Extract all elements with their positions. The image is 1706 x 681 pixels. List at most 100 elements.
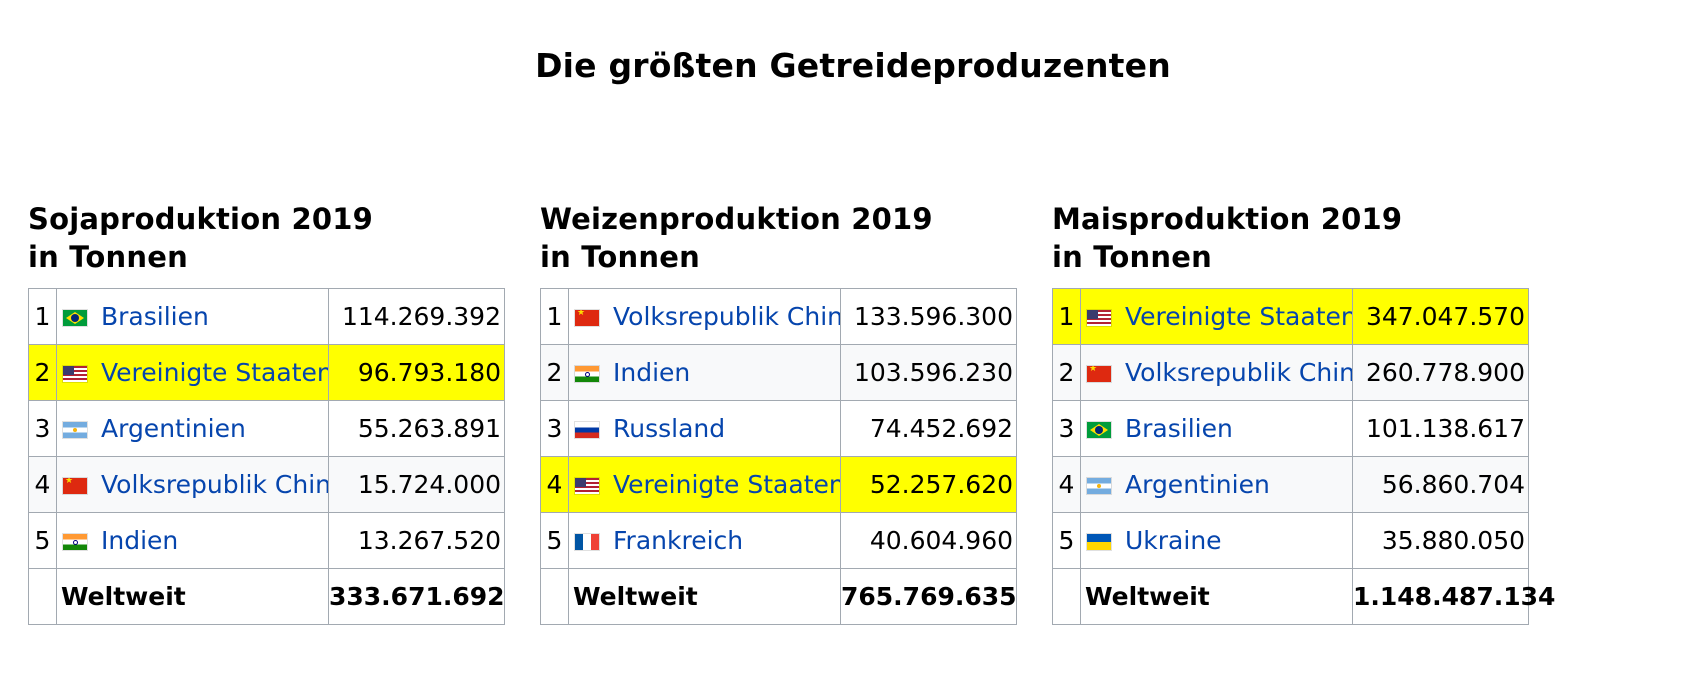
soybean-table-heading: Sojaproduktion 2019 in Tonnen [28,200,373,276]
country-cell: Brasilien [1080,400,1353,457]
total-label: Weltweit [568,568,841,625]
value-cell: 55.263.891 [328,400,505,457]
country-cell: Ukraine [1080,512,1353,569]
rank-cell: 5 [1052,512,1081,569]
table-row: 2 Vereinigte Staaten 96.793.180 [28,344,505,401]
rank-cell: 3 [28,400,57,457]
table-row: 3 Brasilien 101.138.617 [1052,400,1529,457]
total-label: Weltweit [56,568,329,625]
rank-cell: 2 [540,344,569,401]
country-link[interactable]: Volksrepublik China [101,470,329,499]
country-cell: Volksrepublik China [56,456,329,513]
country-link[interactable]: Frankreich [613,526,744,555]
table-row: 1 Brasilien 114.269.392 [28,288,505,345]
value-cell: 74.452.692 [840,400,1017,457]
table-row: 3 Argentinien 55.263.891 [28,400,505,457]
india-flag-icon [63,534,87,550]
heading-line-1: Maisproduktion 2019 [1052,202,1403,236]
value-cell: 260.778.900 [1352,344,1529,401]
value-cell: 101.138.617 [1352,400,1529,457]
country-link[interactable]: Russland [613,414,726,443]
china-flag-icon [63,478,87,494]
france-flag-icon [575,534,599,550]
value-cell: 40.604.960 [840,512,1017,569]
country-link[interactable]: Ukraine [1125,526,1222,555]
country-cell: Indien [568,344,841,401]
country-cell: Vereinigte Staaten [56,344,329,401]
country-link[interactable]: Brasilien [101,302,209,331]
rank-cell: 2 [28,344,57,401]
brazil-flag-icon [63,310,87,326]
ukraine-flag-icon [1087,534,1111,550]
country-link[interactable]: Indien [101,526,179,555]
rank-cell: 1 [540,288,569,345]
value-cell: 347.047.570 [1352,288,1529,345]
total-value: 765.769.635 [840,568,1017,625]
rank-cell: 2 [1052,344,1081,401]
total-value: 1.148.487.134 [1352,568,1555,625]
maize-table-heading: Maisproduktion 2019 in Tonnen [1052,200,1402,276]
rank-cell: 4 [28,456,57,513]
heading-line-1: Sojaproduktion 2019 [28,202,373,236]
wheat-production-panel: Weizenproduktion 2019 in Tonnen 1 Volksrepu… [540,200,1017,625]
country-cell: Vereinigte Staaten [1080,288,1353,345]
table-row: 4 Argentinien 56.860.704 [1052,456,1529,513]
country-link[interactable]: Vereinigte Staaten [1125,302,1353,331]
heading-line-2: in Tonnen [28,240,188,274]
country-cell: Indien [56,512,329,569]
country-cell: Frankreich [568,512,841,569]
argentina-flag-icon [63,422,87,438]
heading-line-2: in Tonnen [1052,240,1212,274]
value-cell: 52.257.620 [840,456,1017,513]
value-cell: 103.596.230 [840,344,1017,401]
rank-cell: 4 [540,456,569,513]
total-label: Weltweit [1080,568,1353,625]
soybean-production-panel: Sojaproduktion 2019 in Tonnen 1 Brasilien 11… [28,200,505,625]
country-link[interactable]: Argentinien [1125,470,1270,499]
argentina-flag-icon [1087,478,1111,494]
empty-rank-cell [1052,568,1081,625]
heading-line-1: Weizenproduktion 2019 [540,202,933,236]
table-row: 5 Frankreich 40.604.960 [540,512,1017,569]
total-row: Weltweit 1.148.487.134 [1052,568,1555,625]
country-link[interactable]: Brasilien [1125,414,1233,443]
table-row: 1 Vereinigte Staaten 347.047.570 [1052,288,1529,345]
country-cell: Argentinien [1080,456,1353,513]
country-cell: Russland [568,400,841,457]
rank-cell: 4 [1052,456,1081,513]
page-title: Die größten Getreideproduzenten [535,46,1171,85]
value-cell: 96.793.180 [328,344,505,401]
country-link[interactable]: Argentinien [101,414,246,443]
country-cell: Argentinien [56,400,329,457]
rank-cell: 1 [1052,288,1081,345]
country-cell: Volksrepublik China [568,288,841,345]
maize-production-panel: Maisproduktion 2019 in Tonnen 1 Vereinigte … [1052,200,1555,625]
table-row: 5 Indien 13.267.520 [28,512,505,569]
value-cell: 15.724.000 [328,456,505,513]
country-link[interactable]: Vereinigte Staaten [613,470,841,499]
value-cell: 56.860.704 [1352,456,1529,513]
rank-cell: 3 [1052,400,1081,457]
india-flag-icon [575,366,599,382]
table-row: 2 Indien 103.596.230 [540,344,1017,401]
table-row: 3 Russland 74.452.692 [540,400,1017,457]
rank-cell: 1 [28,288,57,345]
wheat-table-heading: Weizenproduktion 2019 in Tonnen [540,200,933,276]
value-cell: 13.267.520 [328,512,505,569]
table-row: 4 Vereinigte Staaten 52.257.620 [540,456,1017,513]
country-link[interactable]: Indien [613,358,691,387]
rank-cell: 5 [28,512,57,569]
country-link[interactable]: Vereinigte Staaten [101,358,329,387]
country-link[interactable]: Volksrepublik China [613,302,841,331]
total-row: Weltweit 333.671.692 [28,568,505,625]
russia-flag-icon [575,422,599,438]
country-cell: Brasilien [56,288,329,345]
country-link[interactable]: Volksrepublik China [1125,358,1353,387]
usa-flag-icon [1087,310,1111,326]
empty-rank-cell [28,568,57,625]
value-cell: 35.880.050 [1352,512,1529,569]
value-cell: 133.596.300 [840,288,1017,345]
